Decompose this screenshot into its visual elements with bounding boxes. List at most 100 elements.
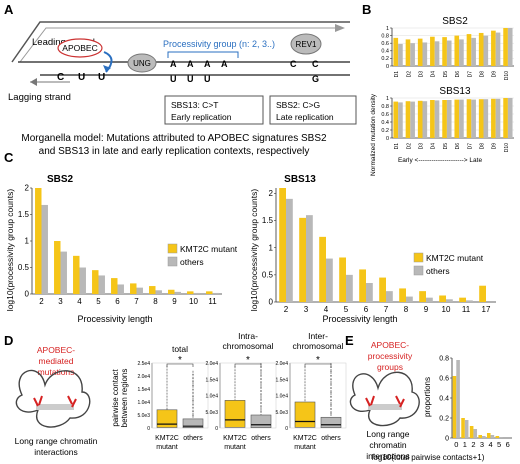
outlier-point [260, 406, 262, 408]
bar-kmt2c [430, 100, 435, 138]
bar-others [398, 43, 403, 66]
y-tick-label: 1.0e4 [137, 400, 150, 406]
x-tick-label: 6 [115, 297, 120, 306]
bottom-seq-u2: U [187, 74, 194, 84]
bar-others [446, 40, 452, 66]
bar-others [490, 435, 495, 438]
boxplot-title: Inter- [308, 331, 328, 341]
x-tick-label: 9 [172, 297, 177, 306]
outlier-point [260, 402, 262, 404]
bar-others [398, 102, 403, 138]
outlier-point [192, 407, 194, 409]
x-tick-label: 5 [497, 440, 501, 449]
bar-others [434, 100, 440, 138]
bar-kmt2c [469, 426, 474, 438]
y-tick-label: 0.5 [262, 271, 274, 280]
bar-others [507, 28, 513, 66]
plot-frame [219, 362, 277, 429]
bottom-seq-u3: U [204, 74, 211, 84]
x-tick-label: 4 [324, 305, 329, 314]
panel-c-sbs13-chart: 0 0.5 1 1.5 2 2 3 4 5 6 7 8 9 10 11 17 SBS13 [262, 174, 496, 314]
bar-others [466, 300, 473, 302]
bar-kmt2c [478, 32, 484, 66]
bar-others [60, 251, 67, 294]
panel-d-ylabel-2: between regions [120, 369, 129, 428]
top-seq-a3: A [204, 59, 211, 69]
x-category-label: others [251, 435, 271, 442]
x-tick-label: D1 [394, 143, 400, 150]
x-tick-label: D4 [431, 71, 437, 78]
bar-kmt2c [454, 35, 460, 66]
box-others [320, 416, 342, 428]
outlier-point [192, 385, 194, 387]
sbs2-box [269, 95, 357, 125]
x-tick-label: D9 [492, 143, 498, 150]
y-tick-label: 0.5 [18, 263, 30, 272]
boxplot-title: total [172, 344, 188, 354]
significance-bracket [304, 363, 332, 367]
panel-c-right-ylabel: log10(processivity group counts) [249, 189, 259, 312]
sbs13-box [164, 95, 264, 125]
bar-others [98, 275, 105, 294]
bar-kmt2c [73, 255, 80, 294]
plot-frame [289, 362, 347, 429]
x-tick-label: D8 [480, 143, 486, 150]
bar-others [482, 436, 486, 438]
bar-others [473, 429, 478, 438]
bar-kmt2c [393, 37, 399, 66]
outlier-point [192, 414, 194, 416]
y-tick-label: 1 [269, 243, 274, 252]
y-tick-label: 2.0e4 [205, 361, 218, 367]
x-tick-label: D4 [431, 143, 437, 150]
bar-kmt2c [206, 291, 213, 294]
y-tick-label: 1 [386, 26, 389, 32]
bar-others [117, 284, 124, 294]
y-tick-label: 2 [269, 189, 274, 198]
x-tick-label: D10 [504, 143, 510, 152]
x-category-label: others [321, 435, 341, 442]
bar-kmt2c [466, 34, 472, 66]
bar-kmt2c [491, 98, 496, 138]
panel-d-schematic: APOBEC- mediated mutations Long range ch… [15, 345, 98, 457]
outlier-point [192, 403, 194, 405]
outlier-point [260, 410, 262, 412]
ung-ellipse [127, 53, 157, 73]
bar-kmt2c [319, 236, 326, 302]
y-tick-label: 0.4 [439, 395, 449, 402]
outlier-point [260, 382, 262, 384]
x-tick-label: D6 [455, 143, 461, 150]
x-tick-label: 6 [506, 440, 510, 449]
y-tick-label: 0.8 [381, 104, 389, 110]
x-category-label: mutant [224, 444, 245, 451]
x-tick-label: 7 [384, 305, 389, 314]
bar-others [79, 267, 86, 294]
panel-e-red-label-3: groups [377, 362, 403, 372]
outlier-point [192, 392, 194, 394]
bar-others [446, 100, 452, 138]
bar-others [446, 299, 453, 302]
bar-kmt2c [452, 376, 457, 438]
bar-kmt2c [279, 188, 286, 302]
x-tick-label: 5 [96, 297, 101, 306]
rev1-top-c1: C [290, 59, 297, 69]
bar-others [346, 274, 353, 302]
panel-e-schematic: APOBEC- processivity groups Long range c… [349, 340, 420, 461]
panel-e-black-label-3: interactions [366, 451, 409, 461]
x-tick-label: 11 [462, 305, 471, 314]
bar-kmt2c [111, 278, 118, 294]
x-tick-label: D3 [419, 143, 425, 150]
x-tick-label: 8 [404, 305, 409, 314]
bar-others [212, 292, 219, 294]
panel-e-xlabel: log10(total pairwise contacts+1) [372, 453, 485, 462]
y-tick-label: 1.5e4 [137, 387, 150, 393]
y-tick-label: 2.0e4 [275, 361, 288, 367]
significance-star: * [246, 355, 250, 366]
bar-kmt2c [339, 257, 346, 302]
rev1-ellipse [290, 33, 322, 55]
bar-others [406, 296, 413, 302]
outlier-point [330, 370, 332, 372]
y-tick-label: 0 [147, 426, 150, 432]
legend-kmt2c-label: KMT2C mutant [426, 253, 484, 263]
apobec-label: APOBEC [62, 43, 97, 53]
box-others [250, 414, 272, 428]
